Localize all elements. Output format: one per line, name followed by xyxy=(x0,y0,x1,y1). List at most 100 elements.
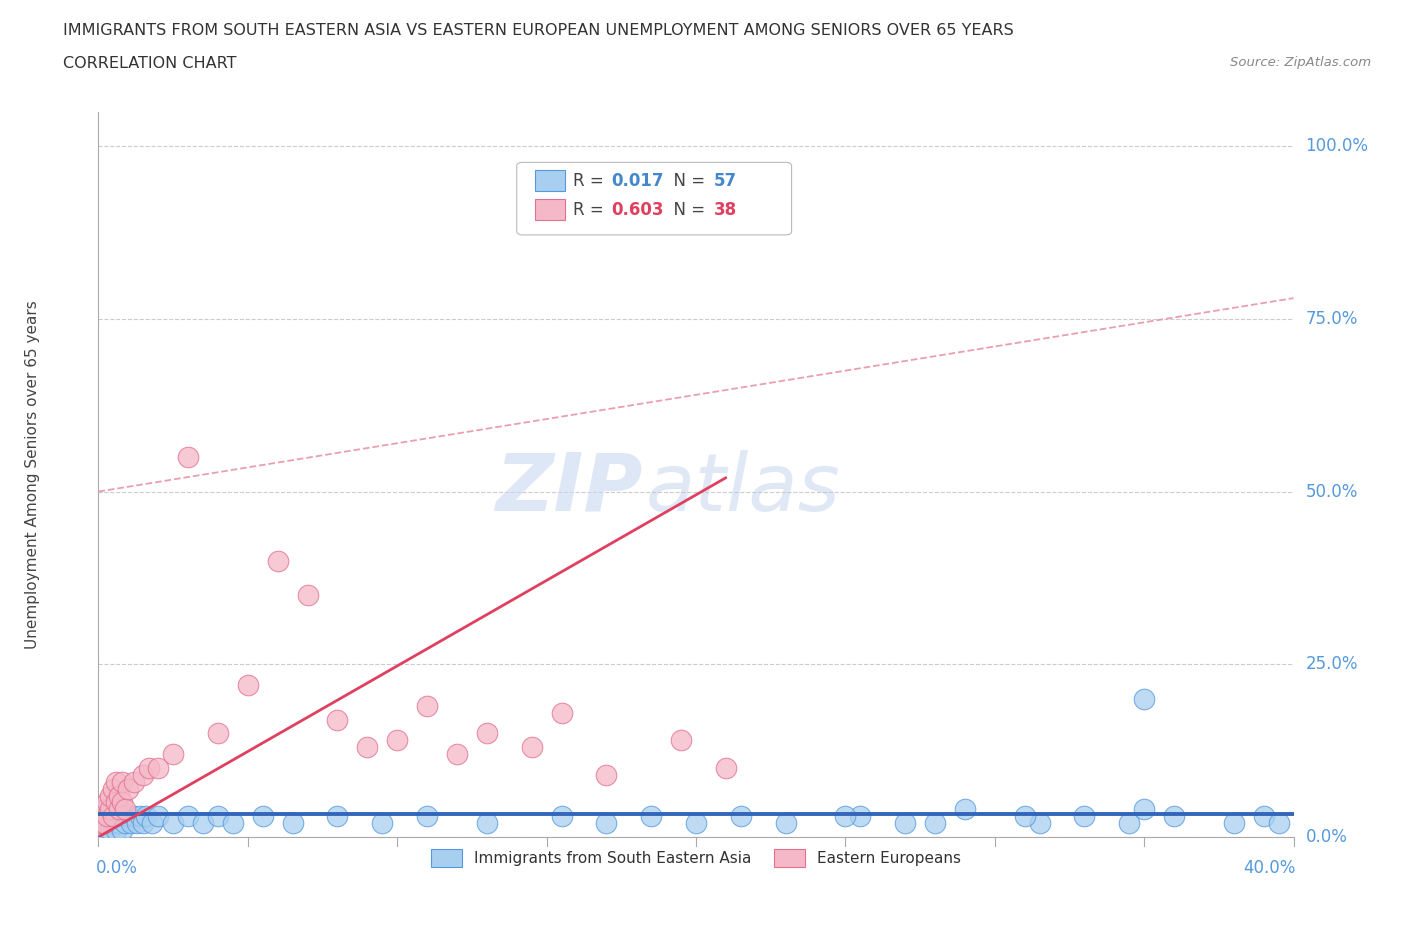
Point xyxy=(1253,809,1275,824)
Point xyxy=(120,816,142,830)
Point xyxy=(132,816,155,830)
Text: 75.0%: 75.0% xyxy=(1306,310,1358,328)
Point xyxy=(98,823,122,838)
Text: 40.0%: 40.0% xyxy=(1243,858,1296,877)
Point xyxy=(141,816,163,830)
Point xyxy=(148,809,170,824)
Text: 0.0%: 0.0% xyxy=(1306,828,1347,846)
Point xyxy=(550,809,572,824)
Point xyxy=(1073,809,1095,824)
Text: N =: N = xyxy=(662,201,710,219)
Point xyxy=(108,788,131,803)
Text: 25.0%: 25.0% xyxy=(1306,656,1358,673)
Point xyxy=(595,816,617,830)
Text: IMMIGRANTS FROM SOUTH EASTERN ASIA VS EASTERN EUROPEAN UNEMPLOYMENT AMONG SENIOR: IMMIGRANTS FROM SOUTH EASTERN ASIA VS EA… xyxy=(63,23,1014,38)
Point xyxy=(177,449,200,464)
Point xyxy=(207,726,229,741)
Point xyxy=(111,809,134,824)
Point xyxy=(1163,809,1185,824)
Point xyxy=(108,802,131,817)
Point xyxy=(267,553,290,568)
Point xyxy=(371,816,394,830)
Text: 38: 38 xyxy=(714,201,737,219)
Point xyxy=(894,816,917,830)
Point xyxy=(105,823,128,838)
Point xyxy=(326,809,349,824)
Legend: Immigrants from South Eastern Asia, Eastern Europeans: Immigrants from South Eastern Asia, East… xyxy=(425,843,967,873)
Point xyxy=(93,809,115,824)
Point xyxy=(162,816,184,830)
Point xyxy=(98,788,122,803)
Point xyxy=(98,809,122,824)
Point xyxy=(475,816,498,830)
Point xyxy=(640,809,662,824)
Point xyxy=(252,809,274,824)
Point xyxy=(1028,816,1050,830)
Point xyxy=(124,809,146,824)
Text: 0.017: 0.017 xyxy=(612,171,664,190)
Text: atlas: atlas xyxy=(645,450,841,528)
Point xyxy=(114,816,136,830)
Point xyxy=(103,809,125,824)
Text: 0.0%: 0.0% xyxy=(96,858,138,877)
Text: 100.0%: 100.0% xyxy=(1306,137,1368,155)
Text: 0.603: 0.603 xyxy=(612,201,664,219)
Point xyxy=(93,802,115,817)
Point xyxy=(953,802,976,817)
Text: R =: R = xyxy=(572,201,609,219)
Point xyxy=(96,795,118,810)
FancyBboxPatch shape xyxy=(534,169,565,192)
Point xyxy=(90,816,112,830)
Point xyxy=(191,816,214,830)
Point xyxy=(96,802,118,817)
Point xyxy=(111,775,134,790)
Text: N =: N = xyxy=(662,171,710,190)
Point xyxy=(730,809,752,824)
Point xyxy=(138,761,160,776)
Point xyxy=(135,809,157,824)
Point xyxy=(924,816,946,830)
Point xyxy=(356,739,378,754)
Point xyxy=(105,775,128,790)
Point xyxy=(385,733,409,748)
Point xyxy=(281,816,304,830)
Point xyxy=(849,809,872,824)
Point xyxy=(132,767,155,782)
Point xyxy=(103,802,125,817)
Point xyxy=(775,816,797,830)
Text: CORRELATION CHART: CORRELATION CHART xyxy=(63,56,236,71)
Point xyxy=(90,816,112,830)
Point xyxy=(475,726,498,741)
Point xyxy=(129,809,152,824)
Point xyxy=(103,781,125,796)
Point xyxy=(550,705,572,720)
Point xyxy=(1267,816,1289,830)
Point xyxy=(96,809,118,824)
Point xyxy=(93,816,115,830)
Point xyxy=(834,809,856,824)
Text: Unemployment Among Seniors over 65 years: Unemployment Among Seniors over 65 years xyxy=(25,300,41,649)
Point xyxy=(108,802,131,817)
Point xyxy=(105,795,128,810)
Point xyxy=(93,823,115,838)
Point xyxy=(222,816,245,830)
Point xyxy=(177,809,200,824)
Point xyxy=(1133,691,1156,706)
Point xyxy=(1014,809,1036,824)
Text: R =: R = xyxy=(572,171,609,190)
Point xyxy=(148,761,170,776)
Point xyxy=(520,739,543,754)
Point xyxy=(162,747,184,762)
Point xyxy=(117,809,139,824)
Point xyxy=(446,747,468,762)
FancyBboxPatch shape xyxy=(517,163,792,235)
Point xyxy=(96,816,118,830)
Point xyxy=(124,775,146,790)
Point xyxy=(117,781,139,796)
Point xyxy=(595,767,617,782)
Point xyxy=(297,588,319,603)
Point xyxy=(103,816,125,830)
Point xyxy=(111,795,134,810)
Point xyxy=(207,809,229,824)
Text: Source: ZipAtlas.com: Source: ZipAtlas.com xyxy=(1230,56,1371,69)
